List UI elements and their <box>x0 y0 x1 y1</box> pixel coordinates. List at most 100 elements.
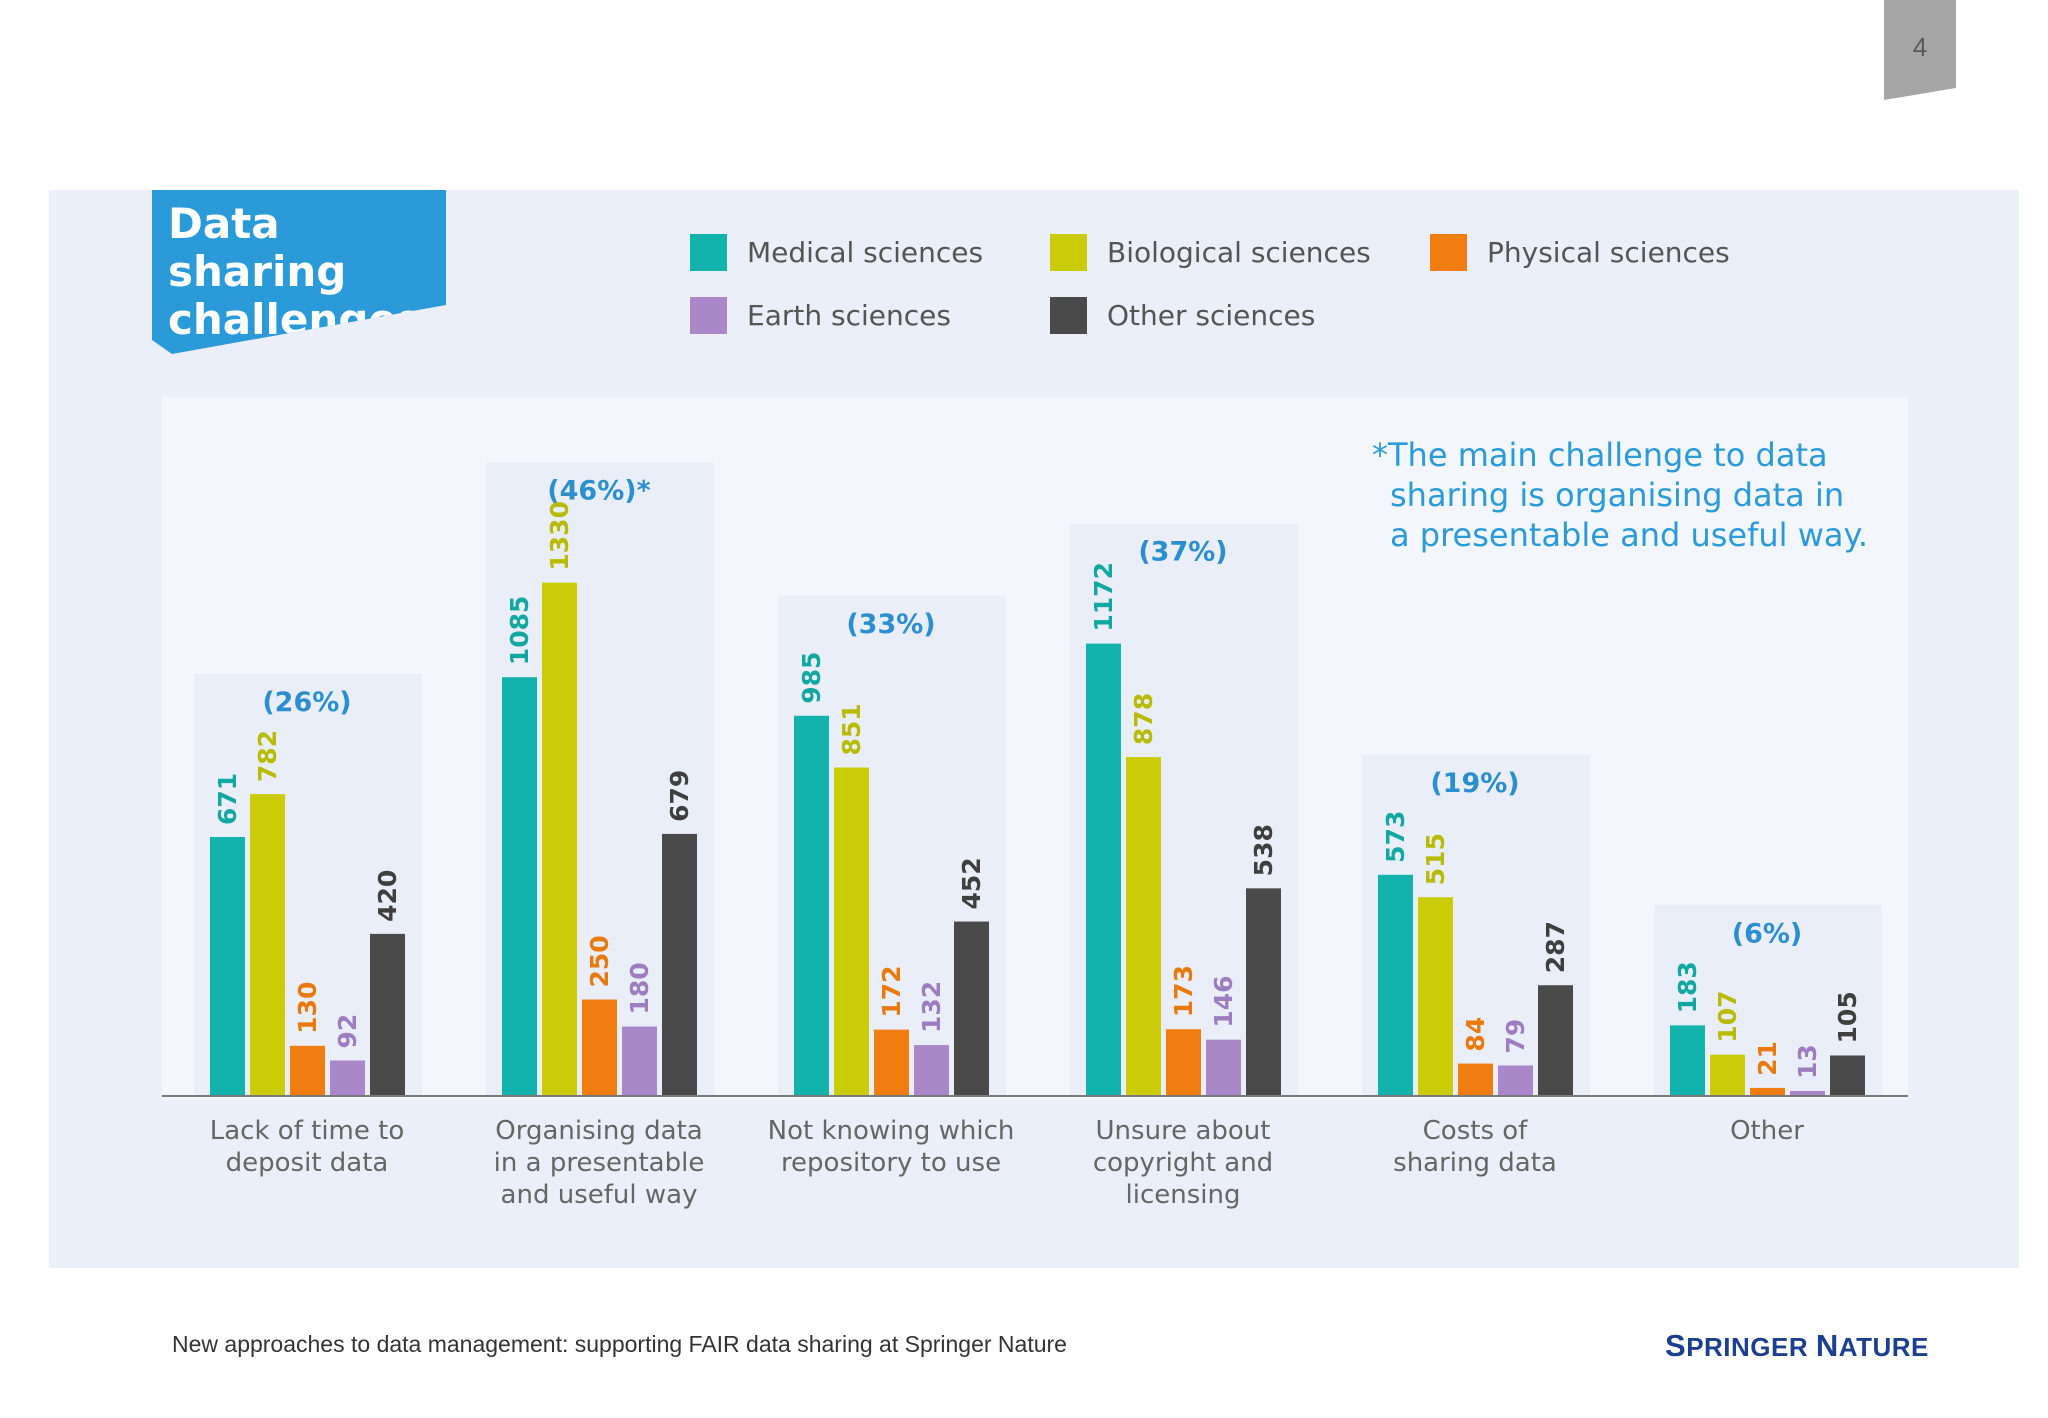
legend-medical-sciences: Medical sciences <box>690 234 983 271</box>
data-label-other: 420 <box>373 870 402 922</box>
bar-other <box>1246 888 1281 1096</box>
bar-other <box>662 833 697 1096</box>
bar-physical <box>1166 1029 1201 1096</box>
legend-swatch-biological <box>1050 234 1087 271</box>
data-label-physical: 173 <box>1169 965 1198 1017</box>
bar-earth <box>330 1060 365 1096</box>
footnote-line-3: a presentable and useful way. <box>1390 516 1869 554</box>
legend-earth-sciences: Earth sciences <box>690 297 951 334</box>
data-label-earth: 146 <box>1209 975 1238 1027</box>
bar-biological <box>834 767 869 1096</box>
data-label-physical: 172 <box>877 965 906 1017</box>
data-label-physical: 130 <box>293 982 322 1034</box>
logo-text-pringer: PRINGER <box>1686 1332 1816 1362</box>
percentage-label: (37%) <box>1138 537 1227 568</box>
category-label: Other <box>1730 1116 1804 1146</box>
data-label-medical: 573 <box>1381 811 1410 863</box>
chart-title: Data sharing challenges <box>152 190 446 354</box>
category-label: and useful way <box>501 1180 698 1210</box>
data-label-biological: 878 <box>1129 693 1158 745</box>
logo-text-ature: ATURE <box>1838 1332 1929 1362</box>
bar-earth <box>1206 1039 1241 1096</box>
data-label-earth: 132 <box>917 981 946 1033</box>
legend-physical-sciences: Physical sciences <box>1430 234 1730 271</box>
data-label-other: 287 <box>1541 921 1570 973</box>
bar-other <box>1830 1055 1865 1096</box>
category-label: Unsure about <box>1096 1116 1271 1146</box>
bar-other <box>370 933 405 1096</box>
category-label: licensing <box>1126 1180 1241 1210</box>
bar-physical <box>874 1029 909 1096</box>
bar-biological <box>1126 757 1161 1096</box>
bar-medical <box>1086 643 1121 1096</box>
category-label: copyright and <box>1093 1148 1273 1178</box>
data-label-medical: 985 <box>797 652 826 704</box>
bar-medical <box>1670 1025 1705 1096</box>
category-label: Costs of <box>1423 1116 1529 1146</box>
bar-earth <box>1790 1090 1825 1096</box>
data-label-other: 105 <box>1833 991 1862 1043</box>
category-label: repository to use <box>781 1148 1001 1178</box>
legend-label-physical: Physical sciences <box>1487 236 1730 269</box>
data-label-medical: 183 <box>1673 961 1702 1013</box>
springer-nature-logo: SPRINGER NATURE <box>1665 1328 1929 1364</box>
data-label-earth: 180 <box>625 962 654 1014</box>
footnote-line-1: *The main challenge to data <box>1372 436 1828 474</box>
data-label-physical: 84 <box>1461 1017 1490 1052</box>
legend-swatch-earth <box>690 297 727 334</box>
data-label-other: 538 <box>1249 824 1278 876</box>
bar-physical <box>1458 1063 1493 1096</box>
bar-other <box>1538 985 1573 1096</box>
bar-biological <box>250 794 285 1096</box>
logo-letter-n: N <box>1815 1328 1839 1363</box>
category-label: Lack of time to <box>210 1116 404 1146</box>
legend-swatch-physical <box>1430 234 1467 271</box>
bar-physical <box>290 1045 325 1096</box>
percentage-label: (46%)* <box>547 476 650 507</box>
chart-title-line-1: Data sharing <box>168 199 347 296</box>
footer-text: New approaches to data management: suppo… <box>172 1331 1067 1357</box>
legend-label-medical: Medical sciences <box>747 236 984 269</box>
category-label: Organising data <box>495 1116 702 1146</box>
category-label: deposit data <box>226 1148 389 1178</box>
bar-earth <box>622 1026 657 1096</box>
legend-swatch-medical <box>690 234 727 271</box>
legend-biological-sciences: Biological sciences <box>1050 234 1371 271</box>
category-label: in a presentable <box>494 1148 705 1178</box>
data-label-earth: 13 <box>1793 1044 1822 1079</box>
bar-medical <box>1378 874 1413 1096</box>
category-label: Not knowing which <box>768 1116 1015 1146</box>
bar-medical <box>210 836 245 1096</box>
data-label-biological: 107 <box>1713 991 1742 1043</box>
data-label-biological: 515 <box>1421 833 1450 885</box>
footnote-line-2: sharing is organising data in <box>1390 476 1845 514</box>
percentage-label: (6%) <box>1732 918 1803 949</box>
data-label-biological: 851 <box>837 703 866 755</box>
bar-earth <box>914 1045 949 1096</box>
category-label: sharing data <box>1393 1148 1557 1178</box>
data-label-earth: 92 <box>333 1014 362 1049</box>
percentage-label: (26%) <box>262 687 351 718</box>
chart-plot-background <box>162 397 1908 1100</box>
bar-medical <box>502 677 537 1096</box>
bar-physical <box>1750 1087 1785 1096</box>
percentage-label: (19%) <box>1430 768 1519 799</box>
legend-label-biological: Biological sciences <box>1107 236 1371 269</box>
bar-medical <box>794 715 829 1096</box>
bar-biological <box>1710 1054 1745 1096</box>
percentage-label: (33%) <box>846 609 935 640</box>
footnote: *The main challenge to data sharing is o… <box>1372 435 1892 555</box>
bar-biological <box>1418 897 1453 1096</box>
legend-label-earth: Earth sciences <box>747 299 951 332</box>
page-number: 4 <box>1884 0 1956 100</box>
data-label-earth: 79 <box>1501 1019 1530 1054</box>
legend-swatch-other <box>1050 297 1087 334</box>
data-label-medical: 671 <box>213 773 242 825</box>
legend-label-other: Other sciences <box>1107 299 1316 332</box>
bar-physical <box>582 999 617 1096</box>
bar-other <box>954 921 989 1096</box>
data-label-physical: 21 <box>1753 1041 1782 1076</box>
data-label-other: 679 <box>665 770 694 822</box>
data-label-biological: 782 <box>253 730 282 782</box>
